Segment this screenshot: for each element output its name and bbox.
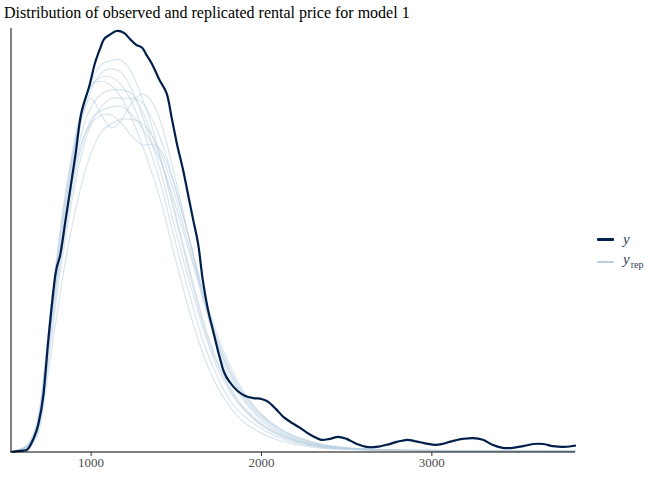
x-tick-label: 3000 [419, 455, 445, 470]
legend-label-yrep: yrep [623, 251, 643, 273]
x-tick-label: 2000 [248, 455, 274, 470]
legend-item-y: y [597, 231, 643, 247]
density-plot: 1000 2000 3000 [0, 0, 672, 480]
yrep-density-curve-5 [16, 119, 575, 451]
y-line-swatch [597, 238, 614, 241]
yrep-density-curve-2 [16, 98, 575, 451]
yrep-density-curve-4 [16, 81, 575, 451]
yrep-density-curve-7 [16, 106, 575, 451]
yrep-line-swatch [597, 261, 614, 263]
x-tick-label: 1000 [78, 455, 104, 470]
legend-item-yrep: yrep [597, 254, 643, 270]
y-density-curve [13, 31, 575, 452]
legend-label-y: y [623, 231, 630, 247]
legend: y yrep [597, 231, 643, 270]
yrep-density-curve-6 [16, 59, 575, 451]
yrep-density-curve-3 [16, 94, 575, 451]
yrep-density-curve-9 [16, 114, 575, 451]
yrep-density-curve-1 [16, 69, 575, 451]
yrep-density-curve-10 [16, 76, 575, 451]
yrep-density-curve-8 [16, 89, 575, 451]
